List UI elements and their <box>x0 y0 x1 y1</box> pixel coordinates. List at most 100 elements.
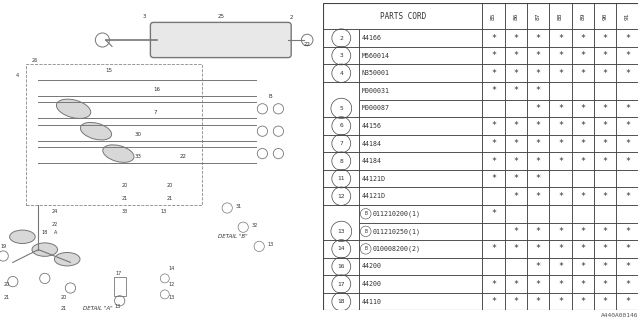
Bar <box>527 258 549 275</box>
Bar <box>572 258 594 275</box>
Bar <box>616 275 639 293</box>
Text: A440A00146: A440A00146 <box>601 314 639 318</box>
Text: 14: 14 <box>337 246 345 252</box>
Bar <box>549 29 572 47</box>
Text: *: * <box>580 156 586 165</box>
Text: *: * <box>603 156 607 165</box>
Bar <box>594 29 616 47</box>
Text: 7: 7 <box>154 109 157 115</box>
Text: *: * <box>603 104 607 113</box>
Text: *: * <box>603 139 607 148</box>
Bar <box>549 3 572 29</box>
Bar <box>26 64 202 205</box>
Text: *: * <box>580 121 586 131</box>
Bar <box>360 223 482 240</box>
Text: 5: 5 <box>339 106 343 111</box>
Bar <box>360 117 482 135</box>
Text: 21: 21 <box>3 295 10 300</box>
Text: *: * <box>536 227 541 236</box>
Ellipse shape <box>32 243 58 256</box>
Bar <box>616 3 639 29</box>
Bar <box>616 117 639 135</box>
Text: 30: 30 <box>134 132 141 137</box>
Bar <box>504 205 527 223</box>
Bar <box>482 82 504 100</box>
Text: M000087: M000087 <box>362 105 389 111</box>
Bar <box>527 29 549 47</box>
Bar <box>482 223 504 240</box>
Bar <box>572 100 594 117</box>
Bar <box>482 188 504 205</box>
Text: 44166: 44166 <box>362 35 381 41</box>
Text: 44200: 44200 <box>362 263 381 269</box>
Bar <box>323 64 360 82</box>
Text: 4: 4 <box>16 73 19 78</box>
Text: *: * <box>536 156 541 165</box>
Bar <box>594 3 616 29</box>
Text: *: * <box>513 280 518 289</box>
Text: *: * <box>558 192 563 201</box>
Text: 44121D: 44121D <box>362 193 385 199</box>
Bar <box>616 170 639 188</box>
Text: 21: 21 <box>61 307 67 311</box>
Bar <box>504 29 527 47</box>
Bar <box>482 240 504 258</box>
Bar <box>616 205 639 223</box>
Bar <box>594 258 616 275</box>
Text: 12: 12 <box>168 282 174 287</box>
Bar <box>527 64 549 82</box>
Text: *: * <box>513 51 518 60</box>
Text: *: * <box>513 192 518 201</box>
Text: *: * <box>491 139 496 148</box>
Bar <box>323 205 360 240</box>
Text: *: * <box>513 244 518 253</box>
Text: 14: 14 <box>168 266 174 271</box>
Bar <box>616 100 639 117</box>
Text: *: * <box>580 280 586 289</box>
Text: 4: 4 <box>339 71 343 76</box>
Bar <box>323 152 360 170</box>
Bar <box>572 275 594 293</box>
Text: *: * <box>625 262 630 271</box>
Bar <box>360 275 482 293</box>
Bar <box>594 135 616 152</box>
Text: *: * <box>558 280 563 289</box>
Bar <box>616 152 639 170</box>
Bar <box>527 240 549 258</box>
Text: *: * <box>558 69 563 78</box>
Text: *: * <box>558 262 563 271</box>
Text: *: * <box>491 297 496 306</box>
Bar <box>616 293 639 310</box>
Text: 19: 19 <box>0 244 6 249</box>
Bar <box>572 152 594 170</box>
Text: 15: 15 <box>106 68 113 73</box>
Text: *: * <box>536 86 541 95</box>
Bar <box>616 29 639 47</box>
Bar <box>360 170 482 188</box>
Text: *: * <box>513 34 518 43</box>
Text: 011210250(1): 011210250(1) <box>372 228 420 235</box>
Text: *: * <box>625 156 630 165</box>
Text: 91: 91 <box>625 12 630 20</box>
Text: *: * <box>625 244 630 253</box>
Text: *: * <box>603 51 607 60</box>
Text: 85: 85 <box>491 12 496 20</box>
Text: 26: 26 <box>32 58 38 63</box>
Text: *: * <box>513 156 518 165</box>
Text: 21: 21 <box>166 196 173 201</box>
Bar <box>527 205 549 223</box>
Ellipse shape <box>56 99 91 118</box>
Bar <box>594 64 616 82</box>
Text: 20: 20 <box>3 282 10 287</box>
Bar <box>482 117 504 135</box>
Text: 44200: 44200 <box>362 281 381 287</box>
Bar <box>572 135 594 152</box>
Bar <box>504 117 527 135</box>
Text: 18: 18 <box>42 230 48 235</box>
Text: M000031: M000031 <box>362 88 389 94</box>
Bar <box>572 117 594 135</box>
Bar <box>323 293 360 310</box>
Text: *: * <box>603 34 607 43</box>
Bar <box>323 29 360 47</box>
Bar <box>549 205 572 223</box>
